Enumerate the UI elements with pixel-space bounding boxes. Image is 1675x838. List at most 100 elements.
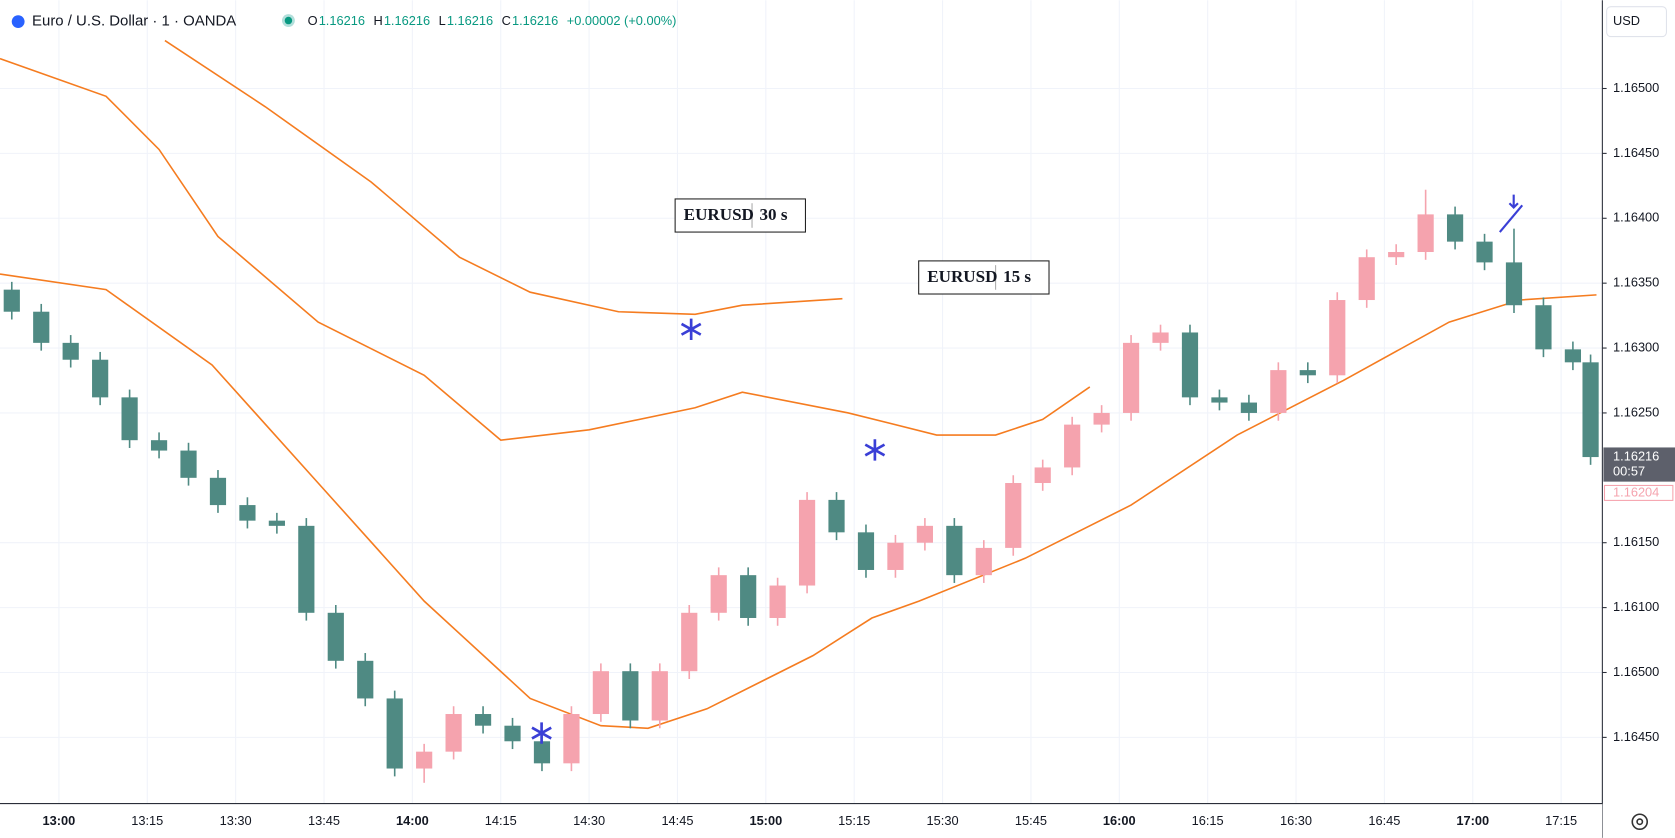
candle-body <box>887 542 904 570</box>
ohlc: O 1.16216 H 1.16216 L 1.16216 C 1.16216 +0.00002… <box>308 13 677 28</box>
arrow <box>1508 194 1519 209</box>
x-tick-label: 14:15 <box>485 813 517 828</box>
candle-body <box>474 714 492 726</box>
candle-body <box>1211 397 1228 403</box>
candle-body <box>857 532 875 570</box>
x-tick-label: 16:30 <box>1280 813 1312 828</box>
x-tick-label: 14:30 <box>573 813 605 828</box>
star <box>531 722 552 744</box>
x-tick-label: 13:00 <box>43 813 76 828</box>
x-tick-label: 16:45 <box>1368 813 1400 828</box>
candle-body <box>916 525 933 543</box>
axis-labels: 1.16500 1.16450 1.16400 1.16350 1.16300 1.162… <box>43 80 1675 828</box>
candle-body <box>1329 300 1346 376</box>
x-tick-label: 13:45 <box>308 813 340 828</box>
star <box>680 318 702 340</box>
candle-body <box>445 714 462 752</box>
x-tick-label: 13:15 <box>131 813 163 828</box>
y-tick-label: 1.16500 <box>1613 664 1659 679</box>
annotation-box: EURUSD 30 s <box>674 198 806 233</box>
price-label: 1.16216 <box>1613 448 1659 463</box>
candle-body <box>268 520 285 526</box>
x-tick-label: 14:45 <box>661 813 693 828</box>
candle-body <box>740 575 757 618</box>
annotation-ticker: EURUSD <box>927 267 997 286</box>
ohlc-value: 1.16216 <box>447 13 493 28</box>
gear[interactable] <box>1631 813 1649 831</box>
y-tick-label: 1.16350 <box>1613 275 1659 290</box>
gear-hub[interactable] <box>1636 818 1644 826</box>
candle-body <box>1446 214 1464 242</box>
candle-body <box>1005 483 1022 548</box>
price-countdown: 00:57 <box>1613 463 1645 478</box>
x-tick-label: 17:15 <box>1545 813 1577 828</box>
x-tick-label: 16:15 <box>1192 813 1224 828</box>
candle-body <box>975 547 992 576</box>
ohlc-key: C <box>502 13 511 28</box>
candle-body <box>386 698 403 769</box>
header: Euro / U.S. Dollar · 1 · OANDA O 1.16216 H… <box>11 13 677 30</box>
candle-body <box>92 359 109 398</box>
y-tick-label: 1.16250 <box>1613 404 1659 419</box>
ohlc-value: 1.16216 <box>384 13 430 28</box>
time-axis <box>0 803 1603 838</box>
moving-average <box>0 273 1597 730</box>
candle-body <box>504 725 521 742</box>
candle-body <box>592 671 609 715</box>
candle-body <box>1299 370 1316 376</box>
x-tick-label: 15:45 <box>1015 813 1047 828</box>
candle-body <box>1240 402 1257 413</box>
price-label-box <box>1603 447 1675 482</box>
annotation-box: EURUSD 15 s <box>918 260 1050 295</box>
currency-button[interactable]: USD <box>1606 6 1667 38</box>
candle-body <box>1417 214 1434 253</box>
candle-body <box>239 505 256 521</box>
candle-body <box>1034 467 1051 484</box>
annotation-ticker: EURUSD <box>684 205 754 224</box>
settings-button[interactable] <box>1631 813 1649 831</box>
candle-body <box>180 450 197 478</box>
status-dot <box>284 16 293 25</box>
candle-body <box>710 575 727 613</box>
candle-body <box>121 397 138 441</box>
candle-body <box>1358 257 1375 301</box>
moving-averages <box>0 39 1597 730</box>
ohlc-value: 1.16216 <box>512 13 558 28</box>
currency-label[interactable]: USD <box>1613 13 1640 28</box>
candle-body <box>1505 262 1523 306</box>
candle-body <box>533 741 551 764</box>
candles <box>3 189 1599 783</box>
candle-body <box>946 525 963 576</box>
candle-body <box>563 714 580 764</box>
y-tick-label: 1.16450 <box>1613 729 1659 744</box>
candle-body <box>33 311 50 343</box>
ohlc-value: 1.16216 <box>319 13 365 28</box>
star <box>864 439 886 461</box>
candle-body <box>798 499 816 586</box>
trend-line <box>1498 204 1524 233</box>
y-tick-label: 1.16300 <box>1613 339 1659 354</box>
candle-body <box>828 499 845 533</box>
y-tick-label: 1.16400 <box>1613 210 1659 225</box>
candle-body <box>1093 412 1110 425</box>
ohlc-key: H <box>374 13 383 28</box>
drawing-arrow <box>1498 194 1524 233</box>
price-axis <box>1602 0 1675 838</box>
candle-body <box>1564 349 1582 363</box>
ohlc-key: O <box>308 13 318 28</box>
candle-body <box>150 440 168 451</box>
box <box>674 198 806 233</box>
candle-body <box>1181 332 1199 398</box>
ohlc-key: L <box>439 13 446 28</box>
button[interactable] <box>1606 6 1667 38</box>
star-markers <box>531 318 886 744</box>
y-tick-label: 1.16150 <box>1613 534 1659 549</box>
candle-body <box>1064 424 1081 468</box>
candle-body <box>1152 332 1169 343</box>
prev-close-label: 1.16204 <box>1613 484 1659 499</box>
symbol-icon <box>11 15 25 29</box>
candle-body <box>1582 362 1599 458</box>
moving-average <box>164 39 843 316</box>
annotation-interval: 30 s <box>760 205 788 224</box>
